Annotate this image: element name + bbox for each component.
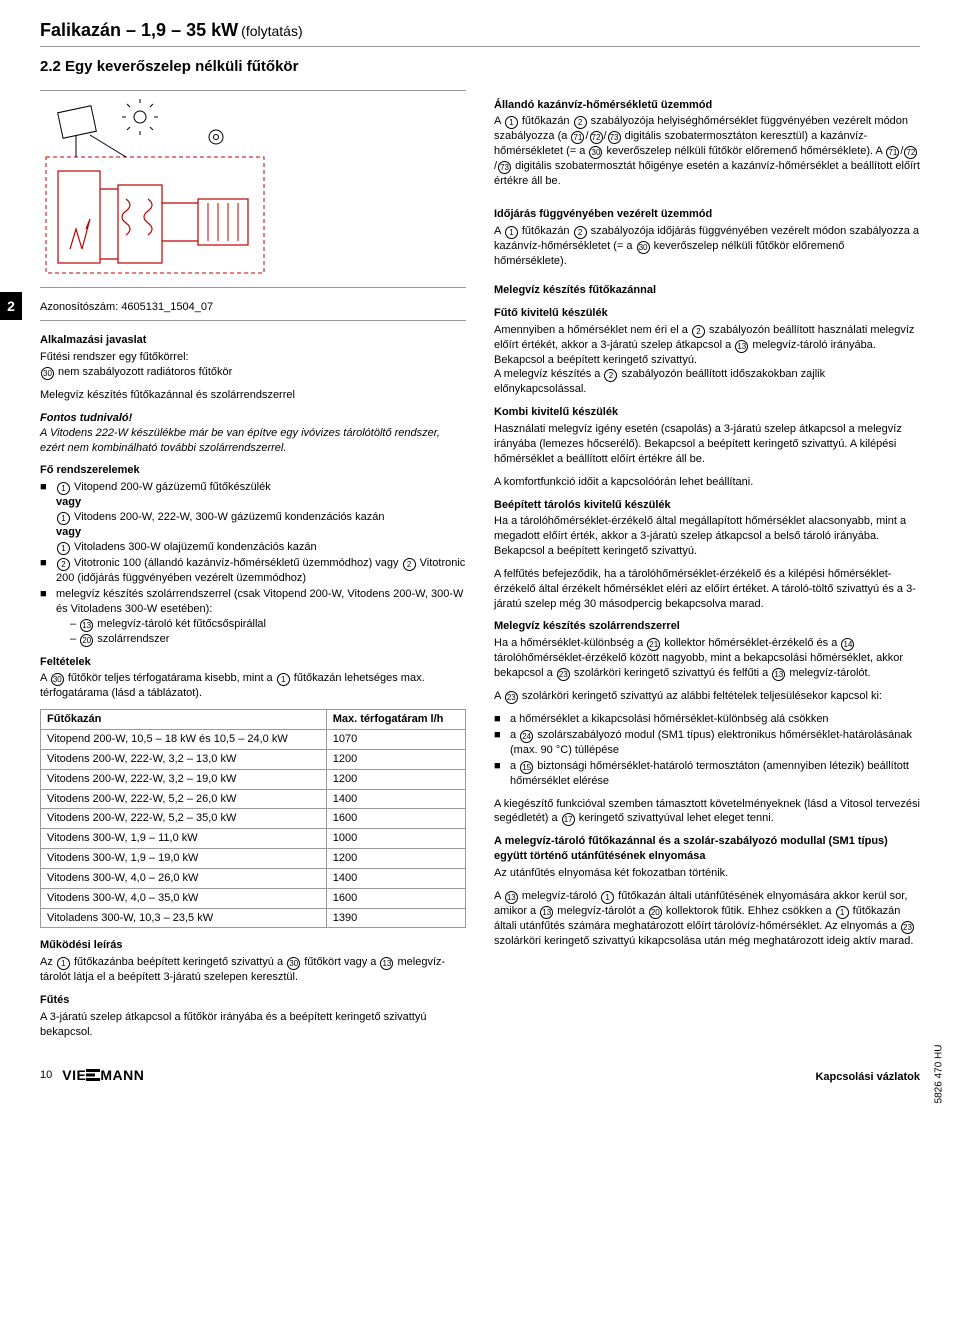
page-number: 10: [40, 1068, 52, 1083]
table-row: Vitopend 200-W, 10,5 – 18 kW és 10,5 – 2…: [41, 730, 466, 750]
all-text: A 1 fűtőkazán 2 szabályozója helyiséghőm…: [494, 114, 920, 189]
mv-title: Melegvíz készítés fűtőkazánnal: [494, 283, 920, 298]
circ-1: 1: [57, 542, 70, 555]
list-item: ■a hőmérséklet a kikapcsolási hőmérsékle…: [494, 712, 920, 727]
kk-text2: A komfortfunkció időit a kapcsolóórán le…: [494, 475, 920, 490]
fo-a1: Vitopend 200-W gázüzemű fűtőkészülék: [71, 481, 271, 493]
table-row: Vitoladens 300-W, 10,3 – 23,5 kW1390: [41, 908, 466, 928]
bullet-icon: ■: [40, 587, 50, 647]
ms-text4: A kiegészítő funkcióval szemben támaszto…: [494, 797, 920, 827]
heating-system: Fűtési rendszer egy fűtőkörrel: 30 nem s…: [40, 350, 466, 380]
sm-text2: A 13 melegvíz-tároló 1 fűtőkazán általi …: [494, 889, 920, 949]
circ-1: 1: [277, 673, 290, 686]
table-row: Vitodens 300-W, 1,9 – 19,0 kW1200: [41, 849, 466, 869]
chapter-tab: 2: [0, 292, 22, 320]
fo-a2: vagy: [56, 496, 81, 508]
ido-title: Időjárás függvényében vezérelt üzemmód: [494, 207, 920, 222]
bullet-icon: ■: [494, 712, 504, 727]
kk-text1: Használati melegvíz igény esetén (csapol…: [494, 422, 920, 467]
table-row: Vitodens 200-W, 222-W, 3,2 – 13,0 kW1200: [41, 749, 466, 769]
list-item: ■ 2 Vitotronic 100 (állandó kazánvíz-hőm…: [40, 556, 466, 586]
bullet-icon: ■: [494, 728, 504, 758]
sys2: nem szabályozott radiátoros fűtőkör: [55, 366, 232, 378]
ido-text: A 1 fűtőkazán 2 szabályozója időjárás fü…: [494, 224, 920, 269]
list-item: ■ melegvíz készítés szolárrendszerrel (c…: [40, 587, 466, 647]
footer-right: Kapcsolási vázlatok: [815, 1070, 920, 1085]
fut-text: A 3-járatú szelep átkapcsol a fűtőkör ir…: [40, 1010, 466, 1040]
muk-text: Az 1 fűtőkazánba beépített keringető szi…: [40, 955, 466, 985]
th-2: Max. térfogatáram l/h: [326, 710, 465, 730]
bt-title: Beépített tárolós kivitelű készülék: [494, 498, 920, 513]
page-header: Falikazán – 1,9 – 35 kW (folytatás): [40, 18, 920, 47]
fo-a4: vagy: [56, 526, 81, 538]
fo-title: Fő rendszerelemek: [40, 463, 466, 478]
all-title: Állandó kazánvíz-hőmérsékletű üzemmód: [494, 98, 920, 113]
fk-text: Amennyiben a hőmérséklet nem éri el a 2 …: [494, 323, 920, 398]
fut-title: Fűtés: [40, 993, 466, 1008]
sys1: Fűtési rendszer egy fűtőkörrel:: [40, 351, 189, 363]
felt-text: A 30 fűtőkör teljes térfogatárama kisebb…: [40, 671, 466, 701]
list-item: ■ 1 Vitopend 200-W gázüzemű fűtőkészülék…: [40, 480, 466, 555]
table-row: Vitodens 200-W, 222-W, 5,2 – 35,0 kW1600: [41, 809, 466, 829]
circ-30: 30: [51, 673, 64, 686]
header-sub: (folytatás): [241, 23, 302, 39]
table-row: Vitodens 300-W, 4,0 – 26,0 kW1400: [41, 868, 466, 888]
bt-text1: Ha a tárolóhőmérséklet-érzékelő által me…: [494, 514, 920, 559]
fontos-block: Fontos tudnivaló! A Vitodens 222-W készü…: [40, 411, 466, 456]
table-row: Vitodens 200-W, 222-W, 3,2 – 19,0 kW1200: [41, 769, 466, 789]
ms-text2: A 23 szolárköri keringető szivattyú az a…: [494, 689, 920, 704]
table-row: Vitodens 200-W, 222-W, 5,2 – 26,0 kW1400: [41, 789, 466, 809]
left-column: Azonosítószám: 4605131_1504_07 Alkalmazá…: [40, 90, 466, 1048]
bullet-icon: ■: [494, 759, 504, 789]
circ-30: 30: [41, 367, 54, 380]
sm-text1: Az utánfűtés elnyomása két fokozatban tö…: [494, 866, 920, 881]
fo-list: ■ 1 Vitopend 200-W gázüzemű fűtőkészülék…: [40, 480, 466, 646]
circ-13: 13: [380, 957, 393, 970]
circ-13: 13: [80, 619, 93, 632]
fo-b1: Vitotronic 100 (állandó kazánvíz-hőmérsé…: [71, 557, 402, 569]
table-row: Vitodens 300-W, 1,9 – 11,0 kW1000: [41, 829, 466, 849]
list-item: ■a 24 szolárszabályozó modul (SM1 típus)…: [494, 728, 920, 758]
ms-text1: Ha a hőmérséklet-különbség a 21 kollekto…: [494, 636, 920, 681]
circ-30: 30: [287, 957, 300, 970]
sm-title: A melegvíz-tároló fűtőkazánnal és a szol…: [494, 834, 920, 864]
fo-a5: Vitoladens 300-W olajüzemű kondenzációs …: [71, 541, 317, 553]
fo-a3: Vitodens 200-W, 222-W, 300-W gázüzemű ko…: [71, 511, 384, 523]
fo-c2a: melegvíz-tároló két fűtőcsőspirállal: [94, 618, 266, 630]
list-item: ■a 15 biztonsági hőmérséklet-határoló te…: [494, 759, 920, 789]
bullet-icon: ■: [40, 556, 50, 586]
bt-text2: A felfűtés befejeződik, ha a tárolóhőmér…: [494, 567, 920, 612]
right-column: Állandó kazánvíz-hőmérsékletű üzemmód A …: [494, 90, 920, 1048]
muk-title: Működési leírás: [40, 938, 466, 953]
page-footer: 10 VIEMANN Kapcsolási vázlatok: [40, 1066, 920, 1085]
id-line: Azonosítószám: 4605131_1504_07: [40, 296, 466, 322]
meleg: Melegvíz készítés fűtőkazánnal és szolár…: [40, 388, 466, 403]
fontos-text: A Vitodens 222-W készülékbe már be van é…: [40, 427, 440, 454]
circ-20: 20: [80, 634, 93, 647]
fontos-title: Fontos tudnivaló!: [40, 412, 132, 424]
application-title: Alkalmazási javaslat: [40, 333, 466, 348]
th-1: Fűtőkazán: [41, 710, 327, 730]
flow-table: Fűtőkazán Max. térfogatáram l/h Vitopend…: [40, 709, 466, 928]
circ-2: 2: [57, 558, 70, 571]
schematic-diagram: [40, 90, 466, 288]
circ-2: 2: [403, 558, 416, 571]
fo-c1: melegvíz készítés szolárrendszerrel (csa…: [56, 588, 463, 615]
circ-1: 1: [57, 512, 70, 525]
circ-1: 1: [57, 957, 70, 970]
circ-1: 1: [57, 482, 70, 495]
bullet-icon: ■: [40, 480, 50, 555]
kk-title: Kombi kivitelű készülék: [494, 405, 920, 420]
felt-title: Feltételek: [40, 655, 466, 670]
fo-c2b: szolárrendszer: [94, 633, 169, 645]
header-title: Falikazán – 1,9 – 35 kW: [40, 20, 238, 40]
table-row: Vitodens 300-W, 4,0 – 35,0 kW1600: [41, 888, 466, 908]
fk-title: Fűtő kivitelű készülék: [494, 306, 920, 321]
section-title: 2.2 Egy keverőszelep nélküli fűtőkör: [40, 57, 920, 77]
ms-list: ■a hőmérséklet a kikapcsolási hőmérsékle…: [494, 712, 920, 789]
ms-title: Melegvíz készítés szolárrendszerrel: [494, 619, 920, 634]
two-column-layout: Azonosítószám: 4605131_1504_07 Alkalmazá…: [40, 90, 920, 1048]
doc-number-rotated: 5826 470 HU: [933, 1045, 947, 1104]
viessmann-logo: VIEMANN: [62, 1066, 144, 1085]
